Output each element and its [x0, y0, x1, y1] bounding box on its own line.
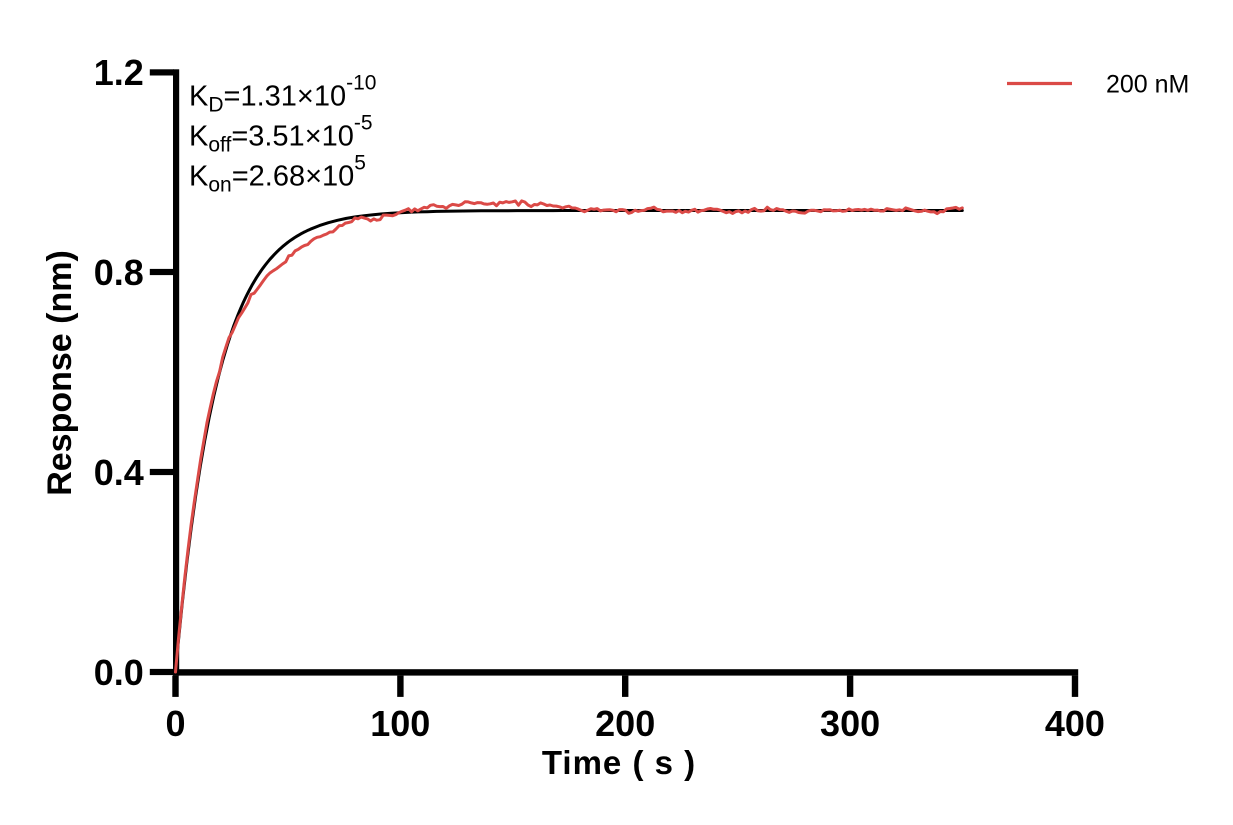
svg-text:Time ( s ): Time ( s ) [542, 744, 696, 781]
svg-text:400: 400 [1045, 703, 1105, 744]
svg-text:0.8: 0.8 [94, 252, 144, 293]
svg-text:200: 200 [595, 703, 655, 744]
svg-text:Response (nm): Response (nm) [41, 250, 79, 496]
svg-text:0.0: 0.0 [94, 652, 144, 693]
svg-text:1.2: 1.2 [94, 52, 144, 93]
svg-text:0.4: 0.4 [94, 452, 144, 493]
svg-text:200 nM: 200 nM [1106, 71, 1189, 99]
svg-text:0: 0 [165, 703, 185, 744]
svg-text:100: 100 [370, 703, 430, 744]
svg-text:300: 300 [820, 703, 880, 744]
